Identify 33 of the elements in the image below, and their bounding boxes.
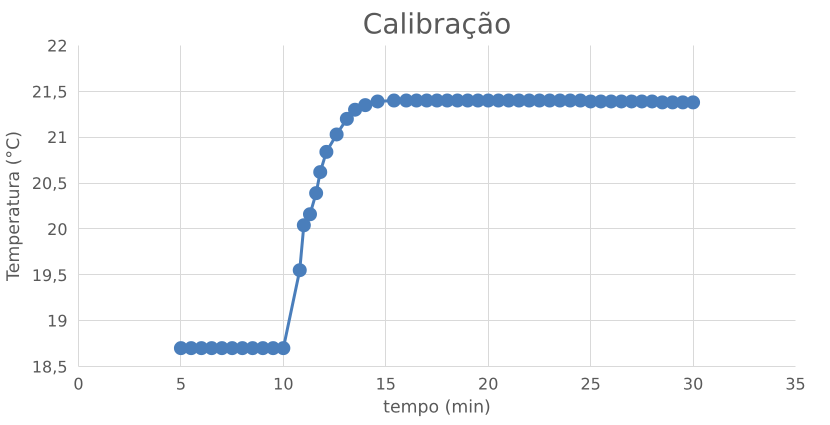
y-tick-label: 20 [47, 220, 68, 239]
y-tick-label: 22 [47, 36, 68, 56]
chart-title: Calibração [362, 8, 512, 40]
point [319, 144, 334, 159]
point [313, 165, 328, 180]
point [296, 218, 311, 232]
x-tick-label: 20 [478, 374, 498, 394]
x-tick-label: 10 [273, 374, 294, 394]
y-tick-label: 20,5 [32, 174, 68, 194]
point [386, 94, 401, 108]
x-tick-label: 15 [376, 374, 396, 394]
point [340, 112, 354, 126]
x-tick-label: 25 [580, 374, 601, 394]
x-tick-label: 30 [682, 374, 704, 394]
point [309, 186, 324, 200]
point [292, 263, 307, 278]
point [330, 127, 344, 142]
point [370, 94, 385, 108]
y-tick-label: 19 [47, 312, 68, 331]
point [358, 98, 372, 112]
point [348, 102, 362, 117]
x-tick-label: 0 [73, 374, 84, 394]
y-tick-label: 21,5 [32, 82, 68, 102]
y-tick-label: 21 [47, 128, 68, 148]
point [686, 95, 700, 110]
y-tick-label: 19,5 [32, 266, 68, 285]
y-tick-label: 18,5 [32, 358, 68, 376]
y-axis-title: Temperatura (°C) [4, 131, 24, 282]
x-axis-title: tempo (min) [383, 398, 491, 418]
point [302, 207, 317, 222]
x-tick-label: 35 [785, 374, 806, 394]
x-tick-label: 5 [176, 374, 186, 394]
point [276, 341, 290, 356]
